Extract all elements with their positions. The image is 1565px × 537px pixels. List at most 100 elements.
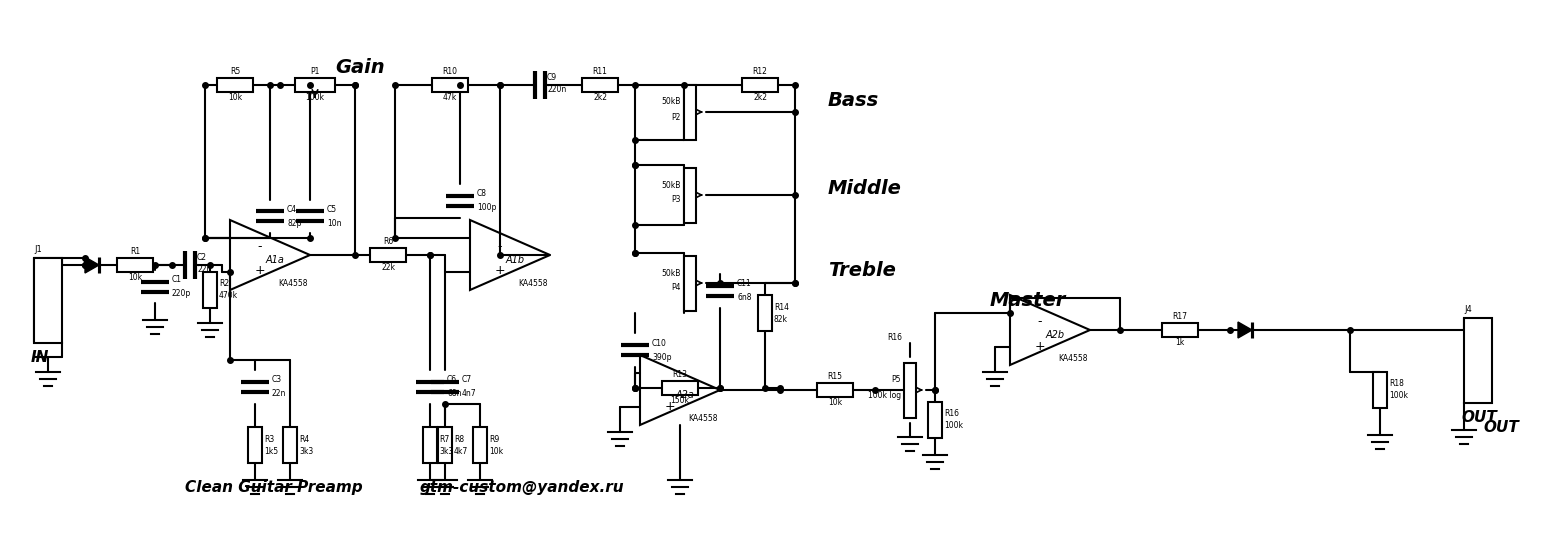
Text: C9: C9 [548, 72, 557, 82]
Text: 100k log: 100k log [869, 390, 901, 400]
Bar [1161, 323, 1197, 337]
Text: -: - [1038, 316, 1042, 329]
Bar [1463, 317, 1491, 403]
Text: C5: C5 [327, 205, 336, 214]
Text: Master: Master [991, 291, 1066, 309]
Text: Treble: Treble [828, 260, 895, 279]
Text: KA4558: KA4558 [689, 414, 718, 423]
Text: 4k7: 4k7 [454, 446, 468, 455]
Text: 10k: 10k [128, 273, 142, 282]
Text: C11: C11 [737, 279, 751, 288]
Text: 3k3: 3k3 [440, 446, 454, 455]
Text: Bass: Bass [828, 91, 880, 110]
Text: 82k: 82k [775, 315, 789, 323]
Bar [432, 78, 468, 92]
Text: 470k: 470k [219, 292, 238, 301]
Text: 2k2: 2k2 [593, 93, 607, 102]
Bar [117, 258, 153, 272]
Text: +: + [255, 265, 266, 278]
Text: 1k: 1k [1175, 338, 1185, 347]
Text: 1k5: 1k5 [264, 446, 279, 455]
Text: R1: R1 [130, 247, 139, 256]
Text: C2: C2 [197, 252, 207, 262]
Text: R16: R16 [887, 332, 901, 342]
Bar [928, 402, 942, 438]
Bar [218, 78, 254, 92]
Text: R13: R13 [673, 370, 687, 379]
Text: R8: R8 [454, 434, 465, 444]
Text: P5: P5 [892, 375, 901, 384]
Text: C8: C8 [477, 190, 487, 199]
Text: KA4558: KA4558 [1058, 354, 1088, 363]
Polygon shape [1238, 322, 1252, 338]
Bar [473, 427, 487, 463]
Text: C6: C6 [448, 375, 457, 384]
Bar [438, 427, 452, 463]
Text: P4: P4 [671, 284, 681, 293]
Text: Clean Guitar Preamp: Clean Guitar Preamp [185, 480, 363, 495]
Text: R5: R5 [230, 67, 239, 76]
Text: R10: R10 [443, 67, 457, 76]
Text: R7: R7 [440, 434, 449, 444]
Text: A1b: A1b [505, 255, 524, 265]
Bar [684, 256, 696, 310]
Text: R16: R16 [944, 410, 959, 418]
Bar [423, 427, 437, 463]
Text: P1: P1 [310, 67, 319, 76]
Text: R3: R3 [264, 434, 274, 444]
Text: 390p: 390p [653, 352, 671, 361]
Text: Middle: Middle [828, 178, 901, 198]
Text: IN: IN [31, 351, 50, 366]
Text: 22n: 22n [272, 389, 286, 398]
Text: 100k: 100k [944, 422, 962, 431]
Bar [684, 168, 696, 222]
Text: 82p: 82p [286, 219, 302, 228]
Text: 10n: 10n [327, 219, 341, 228]
Bar [294, 78, 335, 92]
Bar [1373, 372, 1387, 408]
Text: -: - [668, 375, 673, 388]
Text: 68n: 68n [448, 389, 462, 398]
Bar [757, 295, 772, 331]
Text: R9: R9 [488, 434, 499, 444]
Text: R12: R12 [753, 67, 767, 76]
Text: 50kB: 50kB [662, 180, 681, 190]
Text: 22k: 22k [380, 263, 394, 272]
Bar [742, 78, 778, 92]
Text: 10k: 10k [488, 446, 502, 455]
Text: gtm-custom@yandex.ru: gtm-custom@yandex.ru [419, 480, 624, 495]
Text: C4: C4 [286, 205, 297, 214]
Bar [582, 78, 618, 92]
Text: -: - [498, 241, 502, 253]
Text: A2a: A2a [676, 390, 695, 400]
Text: +: + [1034, 339, 1045, 352]
Text: KA4558: KA4558 [279, 279, 308, 288]
Text: 150k: 150k [670, 396, 690, 405]
Text: 4n7: 4n7 [462, 389, 477, 398]
Text: 100p: 100p [477, 204, 496, 213]
Bar [369, 248, 405, 262]
Text: KA4558: KA4558 [518, 279, 548, 288]
Text: R4: R4 [299, 434, 310, 444]
Text: C3: C3 [272, 375, 282, 384]
Bar [247, 427, 261, 463]
Text: 10k: 10k [828, 398, 842, 407]
Bar [34, 258, 63, 343]
Text: Gain: Gain [335, 58, 385, 77]
Text: R18: R18 [1390, 380, 1404, 388]
Bar [684, 84, 696, 140]
Text: J4: J4 [1463, 306, 1471, 315]
Text: +: + [495, 265, 505, 278]
Text: R15: R15 [828, 372, 842, 381]
Text: 10k: 10k [228, 93, 243, 102]
Bar [817, 383, 853, 397]
Bar [662, 381, 698, 395]
Text: 22n: 22n [197, 265, 211, 273]
Text: 100k: 100k [305, 93, 324, 102]
Text: R17: R17 [1172, 312, 1188, 321]
Text: P2: P2 [671, 112, 681, 121]
Text: R14: R14 [775, 302, 789, 311]
Text: 2k2: 2k2 [753, 93, 767, 102]
Text: 50kB: 50kB [662, 98, 681, 106]
Text: R11: R11 [593, 67, 607, 76]
